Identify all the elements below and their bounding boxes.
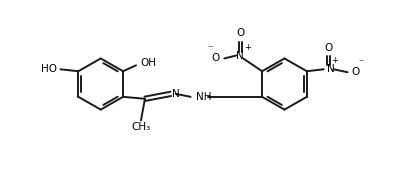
Text: ⁻: ⁻ [357, 58, 363, 68]
Text: N: N [171, 89, 179, 99]
Text: HO: HO [41, 64, 57, 74]
Text: O: O [324, 42, 332, 53]
Text: NH: NH [195, 92, 211, 102]
Text: +: + [244, 42, 250, 52]
Text: ⁻: ⁻ [207, 45, 212, 55]
Text: O: O [236, 28, 244, 38]
Text: CH₃: CH₃ [131, 122, 150, 132]
Text: N: N [326, 64, 334, 74]
Text: +: + [331, 56, 338, 65]
Text: O: O [351, 67, 359, 77]
Text: N: N [236, 51, 243, 61]
Text: OH: OH [139, 58, 155, 68]
Text: O: O [211, 53, 219, 63]
